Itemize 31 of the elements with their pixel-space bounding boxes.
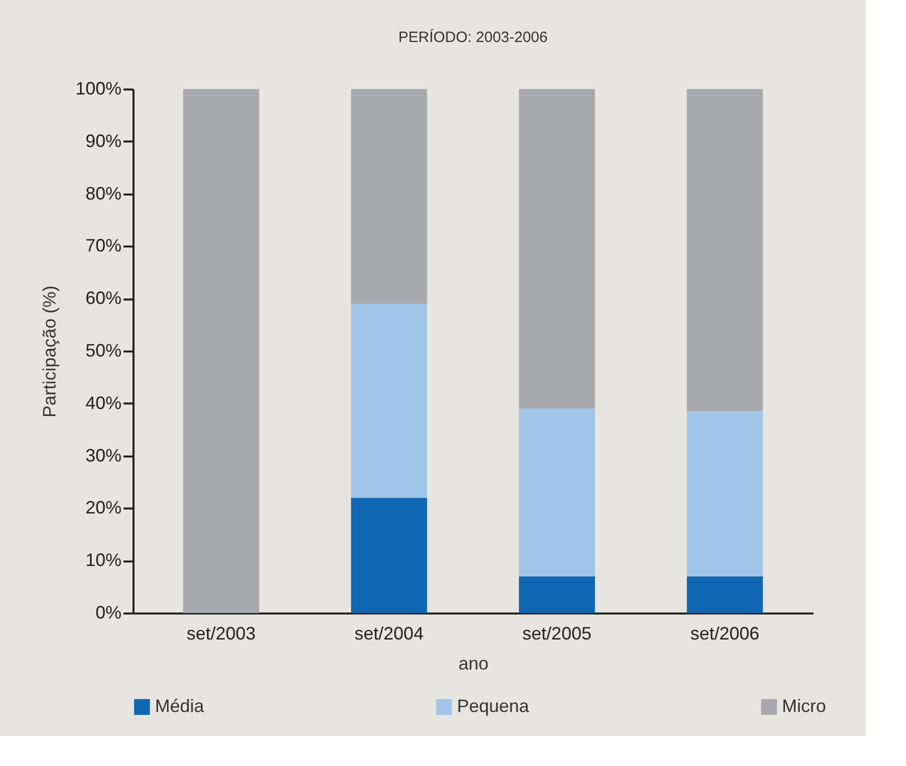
x-tick-label: set/2005 [522, 624, 592, 644]
y-tick-label: 40% [85, 392, 122, 413]
x-tick-label: set/2006 [690, 624, 760, 644]
y-tick-label: 30% [85, 445, 122, 466]
bar [686, 576, 763, 613]
x-axis-title: ano [458, 654, 489, 674]
bar [518, 89, 595, 409]
y-tick-label: 90% [85, 130, 122, 151]
y-tick-label: 20% [85, 498, 122, 518]
legend-label: Média [155, 696, 206, 716]
y-tick-label: 0% [95, 602, 122, 622]
legend-label: Pequena [457, 696, 530, 716]
y-tick-label: 60% [85, 288, 122, 308]
bar [351, 89, 428, 304]
y-tick-label: 50% [85, 340, 122, 360]
bar [518, 408, 595, 576]
bar [183, 89, 260, 613]
chart-title: PERÍODO: 2003-2006 [398, 28, 548, 46]
legend-label: Micro [782, 696, 826, 716]
y-axis-title: Participação (%) [39, 285, 60, 418]
bar [351, 498, 428, 613]
x-tick-label: set/2003 [186, 624, 256, 644]
bar [686, 89, 763, 412]
y-tick-label: 70% [85, 236, 122, 256]
bar [351, 304, 428, 498]
bar [518, 576, 595, 613]
y-tick-label: 10% [85, 550, 122, 570]
y-tick-label: 100% [75, 78, 122, 98]
x-tick-label: set/2004 [354, 624, 424, 644]
y-tick-label: 80% [85, 183, 122, 204]
bar [686, 411, 763, 576]
